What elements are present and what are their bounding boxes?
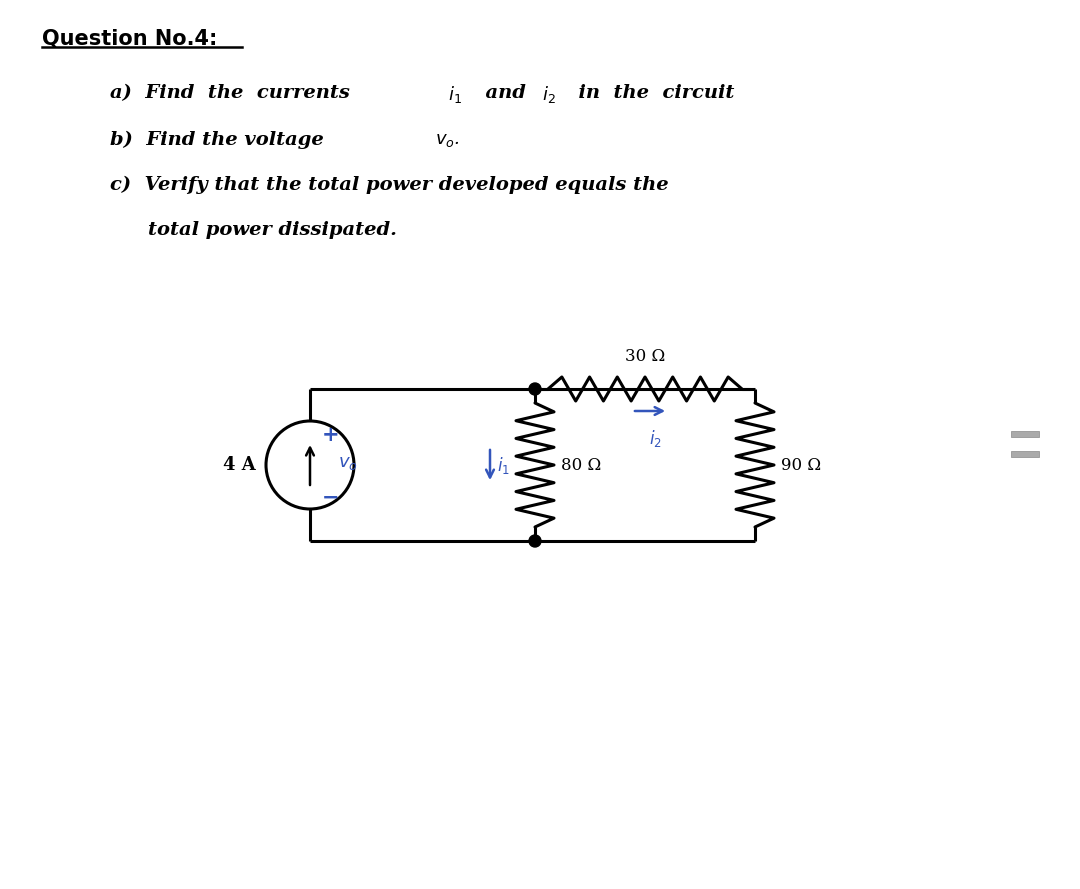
Text: $i_2$: $i_2$ [542,84,556,105]
Text: $v_o$.: $v_o$. [435,131,460,149]
Text: 4 A: 4 A [224,456,256,474]
Text: and: and [472,84,539,102]
Text: a)  Find  the  currents: a) Find the currents [110,84,363,102]
FancyBboxPatch shape [1011,431,1039,437]
Text: 80 Ω: 80 Ω [561,456,602,474]
Text: b)  Find the voltage: b) Find the voltage [110,131,337,149]
FancyBboxPatch shape [1011,451,1039,457]
Text: $i_2$: $i_2$ [649,428,661,449]
Text: −: − [322,488,339,508]
Text: c)  Verify that the total power developed equals the: c) Verify that the total power developed… [110,176,669,195]
Text: in  the  circuit: in the circuit [565,84,734,102]
Circle shape [529,535,541,547]
Text: 30 Ω: 30 Ω [625,348,665,365]
Text: $v_o$: $v_o$ [338,454,357,472]
Text: 90 Ω: 90 Ω [781,456,821,474]
Circle shape [529,383,541,395]
Text: $i_1$: $i_1$ [497,454,510,476]
Text: total power dissipated.: total power dissipated. [148,221,396,239]
Text: $i_1$: $i_1$ [448,84,462,105]
Text: +: + [322,425,339,445]
Text: Question No.4:: Question No.4: [42,29,217,49]
